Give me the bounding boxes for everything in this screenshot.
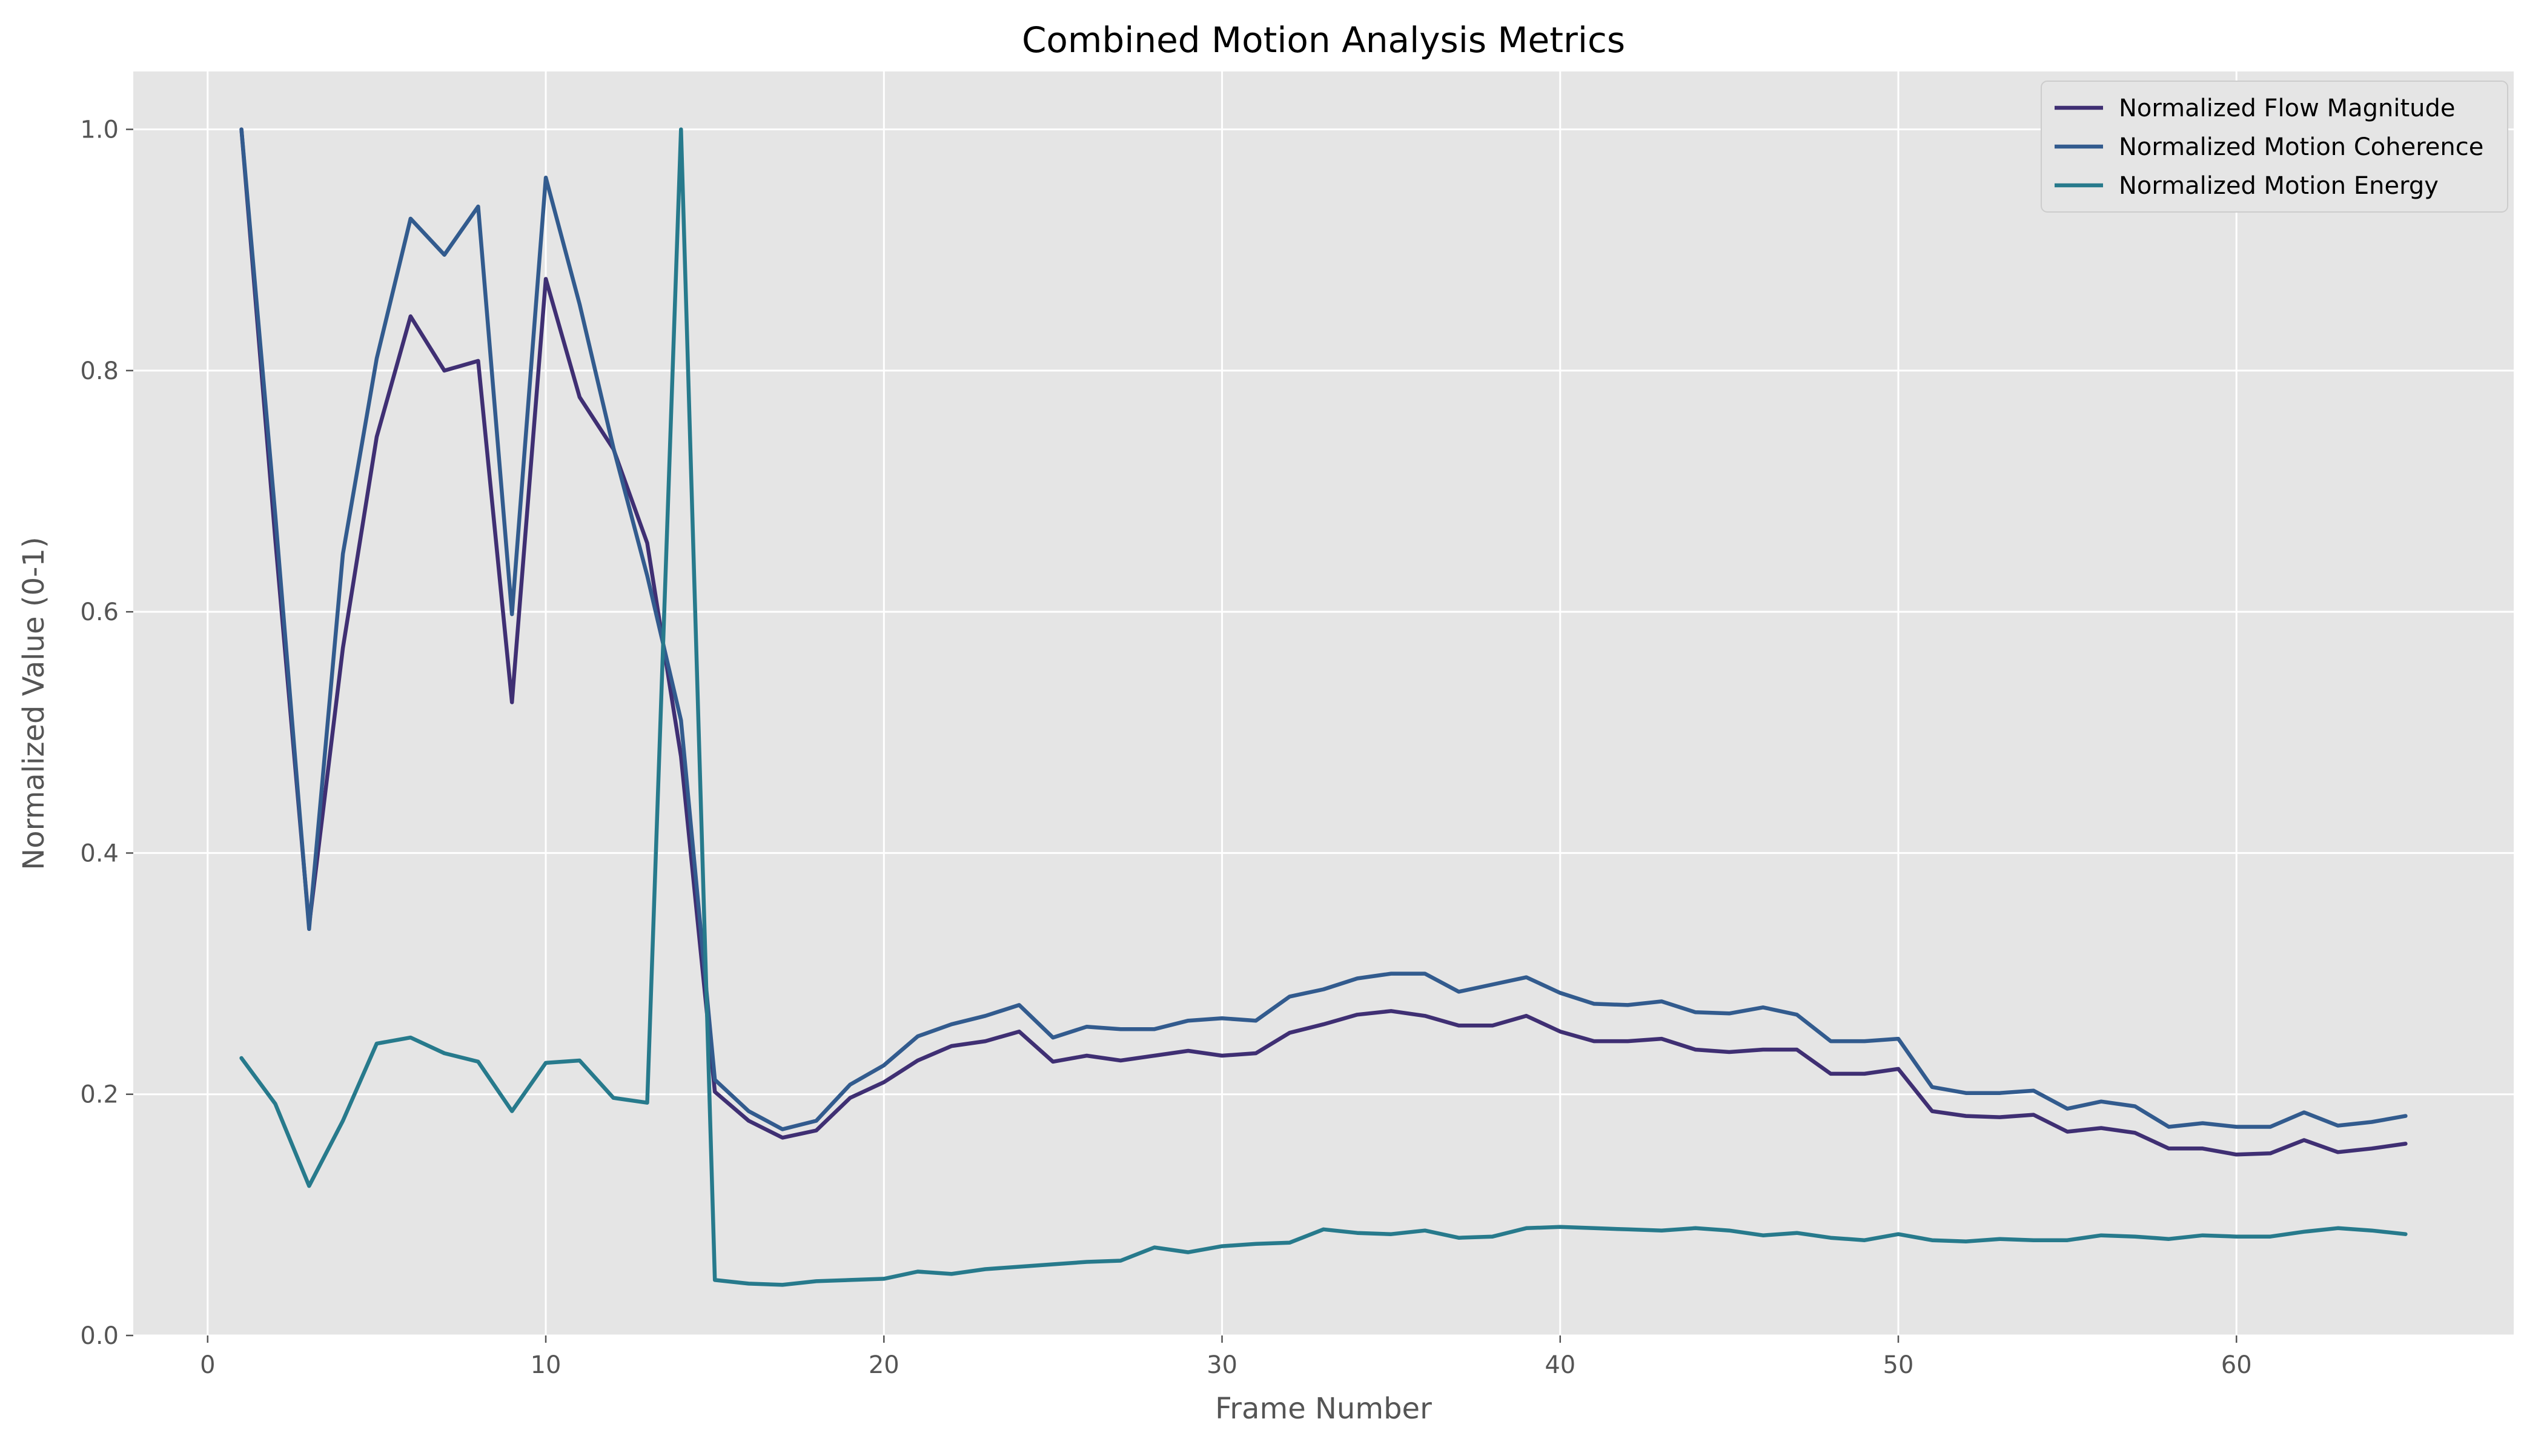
series-line-1 [239, 127, 2408, 1157]
x-tick-label: 20 [869, 1351, 899, 1379]
x-tick-label: 50 [1883, 1351, 1914, 1379]
x-tick-label: 0 [200, 1351, 215, 1379]
series-line-3 [239, 127, 2408, 1287]
plot-area [133, 71, 2514, 1335]
x-axis-label: Frame Number [1215, 1392, 1432, 1426]
y-tick-label: 0.4 [80, 839, 119, 867]
x-tick-label: 30 [1207, 1351, 1237, 1379]
x-tick-label: 10 [531, 1351, 561, 1379]
axes: 0 10 20 30 40 50 60 0.0 0.2 0.4 0.6 0.8 1.0 [80, 116, 2251, 1379]
legend-entry-label: Normalized Motion Energy [2119, 172, 2439, 200]
y-tick-label: 0.8 [80, 357, 119, 385]
x-tick-label: 40 [1545, 1351, 1575, 1379]
legend-entry-label: Normalized Motion Coherence [2119, 133, 2483, 161]
y-axis-label: Normalized Value (0-1) [17, 537, 51, 870]
y-tick-label: 1.0 [80, 116, 119, 144]
legend: Normalized Flow Magnitude Normalized Moti… [2041, 81, 2508, 213]
legend-entry-label: Normalized Flow Magnitude [2119, 94, 2456, 122]
legend-box [2041, 81, 2508, 213]
series-line-2 [239, 127, 2408, 1131]
y-tick-label: 0.2 [80, 1081, 119, 1109]
y-tick-label: 0.6 [80, 598, 119, 626]
y-tick-label: 0.0 [80, 1322, 119, 1350]
x-tick-label: 60 [2221, 1351, 2252, 1379]
gridlines [133, 71, 2514, 1337]
series-lines [239, 127, 2408, 1287]
chart-title: Combined Motion Analysis Metrics [1022, 19, 1625, 61]
